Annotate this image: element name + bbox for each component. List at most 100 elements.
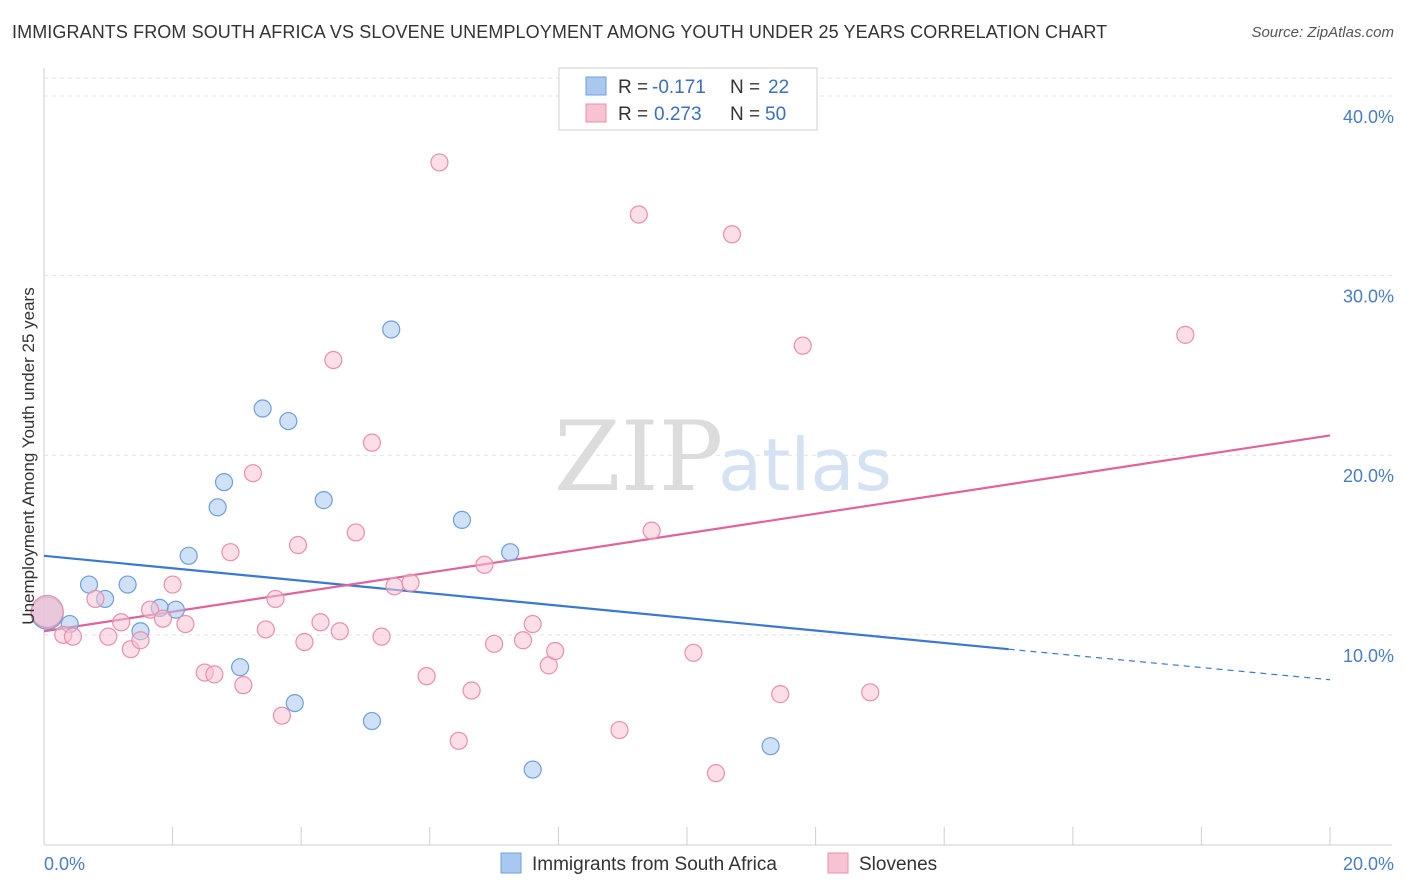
point-slovenes	[140, 600, 160, 619]
point-slovenes	[346, 523, 365, 542]
point-south-africa	[362, 711, 382, 731]
point-south-africa	[285, 693, 304, 713]
point-slovenes	[629, 205, 648, 224]
data-points	[30, 153, 1195, 783]
point-south-africa	[166, 600, 185, 619]
source-credit: Source: ZipAtlas.com	[1251, 24, 1394, 41]
watermark-atlas: atlas	[718, 423, 892, 507]
point-south-africa	[501, 543, 520, 562]
legend-n-label: N =	[730, 104, 760, 125]
point-south-africa	[382, 320, 401, 339]
x-tick-labels: 0.0% 20.0%	[44, 854, 1394, 874]
point-slovenes	[475, 555, 494, 574]
legend-swatch-south-africa	[585, 76, 607, 96]
point-slovenes	[295, 632, 314, 652]
point-slovenes	[513, 631, 533, 650]
legend-n-value: 50	[765, 104, 786, 125]
point-slovenes	[861, 683, 880, 702]
trend-line-south-africa-extension	[1008, 648, 1331, 681]
legend-r-label: R =	[618, 104, 648, 125]
x-tick-label: 20.0%	[1343, 854, 1394, 874]
bottom-legend: Immigrants from South Africa Slovenes	[500, 852, 937, 875]
point-south-africa	[279, 411, 298, 431]
point-south-africa	[452, 510, 472, 529]
point-south-africa	[214, 473, 234, 492]
point-south-africa	[253, 399, 272, 418]
trend-lines	[43, 434, 1331, 681]
point-slovenes	[163, 575, 182, 594]
point-slovenes	[706, 764, 726, 783]
y-tick-label: 10.0%	[1343, 646, 1394, 666]
point-south-africa	[179, 546, 198, 565]
point-slovenes	[176, 614, 195, 634]
bottom-legend-label-slovenes: Slovenes	[859, 854, 937, 875]
point-slovenes	[684, 643, 703, 662]
legend-n-value: 22	[768, 77, 789, 98]
y-tick-label: 40.0%	[1343, 107, 1394, 127]
point-south-africa	[118, 575, 137, 594]
trend-line-south-africa	[43, 554, 1009, 651]
bottom-legend-label-south-africa: Immigrants from South Africa	[532, 854, 777, 875]
point-slovenes	[1176, 325, 1195, 344]
legend-r-value: 0.273	[654, 104, 702, 125]
point-slovenes	[288, 535, 308, 555]
axes	[43, 68, 1392, 846]
legend-r-label: R =	[618, 77, 648, 98]
point-slovenes	[221, 543, 240, 562]
y-axis-label: Unemployment Among Youth under 25 years	[19, 287, 38, 624]
legend-swatch-slovenes	[585, 103, 607, 123]
point-slovenes	[485, 634, 504, 653]
point-slovenes	[272, 706, 292, 725]
point-slovenes	[256, 620, 275, 639]
point-slovenes	[362, 433, 382, 452]
point-slovenes	[642, 521, 661, 540]
y-tick-label: 30.0%	[1343, 287, 1394, 307]
point-slovenes	[430, 153, 449, 172]
point-south-africa	[761, 737, 780, 756]
point-south-africa	[208, 498, 227, 517]
gridlines	[44, 77, 1392, 636]
y-tick-label: 20.0%	[1343, 466, 1394, 486]
point-slovenes	[131, 631, 150, 650]
point-slovenes	[112, 613, 131, 632]
point-slovenes	[63, 627, 83, 646]
legend-r-value: -0.171	[652, 77, 706, 98]
point-south-africa	[523, 760, 542, 779]
watermark-zip: ZIP	[554, 401, 723, 513]
point-slovenes	[243, 464, 263, 483]
point-slovenes	[372, 627, 391, 646]
point-slovenes	[722, 225, 742, 244]
point-slovenes	[546, 641, 565, 661]
legend-n-label: N =	[730, 77, 760, 98]
point-slovenes	[99, 627, 118, 646]
point-slovenes	[330, 622, 349, 641]
point-slovenes	[610, 720, 629, 740]
point-slovenes	[311, 613, 330, 632]
watermark: ZIP atlas	[554, 401, 892, 513]
point-slovenes	[266, 589, 285, 609]
point-slovenes	[234, 676, 253, 695]
trend-line-slovenes	[43, 434, 1331, 633]
point-slovenes	[793, 336, 812, 355]
point-slovenes	[523, 614, 542, 634]
point-slovenes	[449, 731, 468, 750]
point-south-africa	[314, 491, 333, 510]
chart-title: IMMIGRANTS FROM SOUTH AFRICA VS SLOVENE …	[12, 22, 1108, 42]
point-slovenes	[205, 665, 224, 684]
point-slovenes	[30, 594, 64, 629]
point-slovenes	[153, 609, 173, 628]
point-slovenes	[771, 685, 790, 704]
point-slovenes	[385, 577, 404, 596]
bottom-legend-swatch-slovenes	[827, 852, 849, 874]
point-slovenes	[417, 667, 436, 686]
y-tick-labels: 10.0% 20.0% 30.0% 40.0%	[1343, 107, 1394, 666]
bottom-legend-swatch-south-africa	[500, 852, 522, 874]
point-slovenes	[86, 589, 105, 609]
legend: R = -0.171 N = 22 R = 0.273 N = 50	[558, 67, 818, 131]
x-tick-label: 0.0%	[44, 854, 85, 874]
point-south-africa	[231, 658, 250, 677]
point-slovenes	[401, 573, 420, 592]
point-slovenes	[462, 681, 481, 700]
point-slovenes	[324, 350, 343, 370]
